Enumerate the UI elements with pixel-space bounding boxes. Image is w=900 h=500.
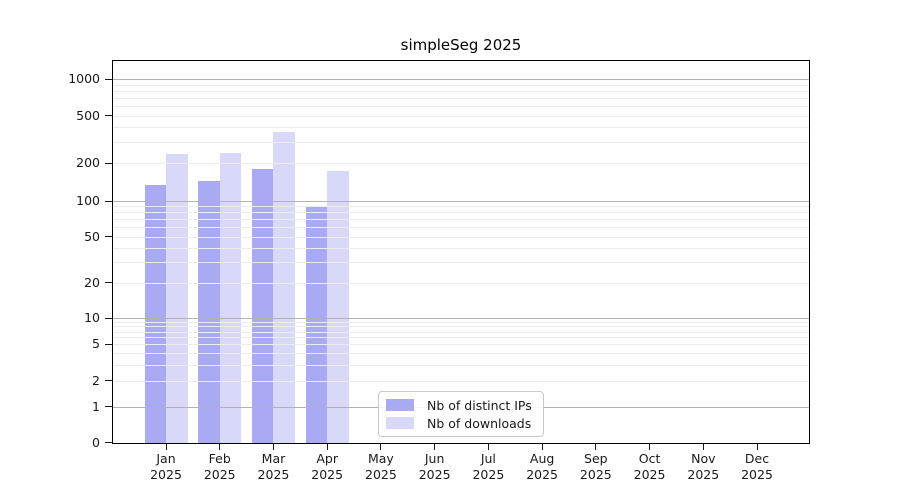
y-tick-mark-0: [105, 442, 112, 444]
x-tick-label-aug: Aug 2025: [526, 451, 559, 482]
gridline-major-100: [113, 201, 809, 202]
x-tick-label-jun: Jun 2025: [418, 451, 451, 482]
gridline-minor-20: [113, 282, 809, 284]
gridline-minor-200: [113, 163, 809, 165]
bar-downloads-jan: [166, 154, 188, 443]
legend: Nb of distinct IPs Nb of downloads: [378, 391, 544, 437]
y-tick-label-20: 20: [84, 274, 100, 290]
x-tick-label-may: May 2025: [365, 451, 397, 482]
y-tick-mark-1: [105, 406, 112, 408]
bar-distinct-ips-apr: [305, 205, 328, 443]
y-tick-mark-1000: [105, 78, 112, 80]
gridline-minor-7: [113, 331, 809, 333]
y-tick-mark-500: [105, 115, 112, 117]
legend-label-distinct-ips: Nb of distinct IPs: [427, 397, 532, 413]
bar-downloads-feb: [219, 152, 242, 443]
x-tick-mark-feb: [219, 444, 221, 450]
y-tick-mark-2: [105, 380, 112, 382]
x-tick-label-nov: Nov 2025: [687, 451, 720, 482]
gridline-minor-2: [113, 380, 809, 382]
gridline-minor-90: [113, 206, 809, 208]
gridline-major-1000: [113, 79, 809, 80]
gridline-minor-600: [113, 106, 809, 108]
x-tick-label-oct: Oct 2025: [633, 451, 666, 482]
bar-downloads-apr: [327, 170, 349, 443]
x-tick-mark-may: [380, 444, 382, 450]
y-tick-mark-50: [105, 236, 112, 238]
y-tick-label-10: 10: [84, 310, 100, 325]
x-tick-mark-apr: [326, 444, 328, 450]
x-tick-label-jul: Jul 2025: [472, 451, 505, 482]
x-tick-mark-nov: [702, 444, 704, 450]
y-tick-mark-5: [105, 343, 112, 345]
x-tick-mark-dec: [756, 444, 758, 450]
gridline-minor-80: [113, 212, 809, 214]
legend-item-distinct-ips: Nb of distinct IPs: [386, 397, 535, 413]
x-tick-label-mar: Mar 2025: [257, 451, 290, 482]
gridline-minor-900: [113, 84, 809, 86]
gridline-minor-70: [113, 219, 809, 221]
x-tick-mark-mar: [272, 444, 274, 450]
bar-distinct-ips-jan: [144, 185, 166, 443]
x-tick-mark-oct: [649, 444, 651, 450]
y-tick-label-5: 5: [92, 336, 100, 352]
gridline-minor-9: [113, 321, 809, 323]
y-tick-mark-200: [105, 162, 112, 164]
x-tick-mark-sep: [595, 444, 597, 450]
gridline-minor-30: [113, 262, 809, 264]
legend-label-downloads: Nb of downloads: [427, 415, 532, 431]
x-tick-label-jan: Jan 2025: [150, 451, 182, 482]
y-tick-mark-20: [105, 282, 112, 284]
legend-swatch-distinct-ips-icon: [386, 399, 414, 411]
x-tick-mark-jun: [434, 444, 436, 450]
x-tick-label-dec: Dec 2025: [741, 451, 773, 482]
gridline-minor-4: [113, 353, 809, 355]
y-tick-mark-100: [105, 200, 112, 202]
y-tick-label-50: 50: [84, 228, 100, 244]
gridline-minor-700: [113, 97, 809, 99]
plot-area: [112, 60, 810, 444]
y-tick-label-1: 1: [92, 398, 100, 414]
gridline-minor-800: [113, 90, 809, 92]
x-tick-label-feb: Feb 2025: [203, 451, 236, 482]
gridline-minor-40: [113, 247, 809, 249]
y-tick-label-1000: 1000: [68, 71, 100, 86]
gridline-minor-50: [113, 236, 809, 238]
gridline-minor-300: [113, 142, 809, 144]
bar-distinct-ips-feb: [198, 181, 220, 443]
gridline-minor-60: [113, 227, 809, 229]
y-tick-label-200: 200: [76, 155, 100, 171]
x-tick-mark-jan: [165, 444, 167, 450]
legend-swatch-downloads-icon: [386, 417, 414, 429]
x-tick-label-apr: Apr 2025: [311, 451, 344, 482]
gridline-major-10: [113, 318, 809, 319]
gridline-minor-500: [113, 115, 809, 117]
y-tick-label-2: 2: [92, 372, 100, 388]
gridline-minor-8: [113, 326, 809, 328]
x-tick-mark-jul: [487, 444, 489, 450]
y-tick-label-500: 500: [76, 107, 100, 123]
gridline-minor-5: [113, 344, 809, 346]
y-tick-label-100: 100: [76, 193, 100, 208]
y-tick-mark-10: [105, 317, 112, 319]
gridline-minor-400: [113, 127, 809, 129]
y-tick-label-0: 0: [92, 434, 100, 450]
legend-item-downloads: Nb of downloads: [386, 415, 535, 431]
gridline-minor-3: [113, 364, 809, 366]
gridlines-layer: [113, 61, 809, 443]
x-tick-mark-aug: [541, 444, 543, 450]
x-tick-label-sep: Sep 2025: [579, 451, 612, 482]
gridline-minor-6: [113, 337, 809, 339]
chart-title: simpleSeg 2025: [400, 36, 522, 54]
